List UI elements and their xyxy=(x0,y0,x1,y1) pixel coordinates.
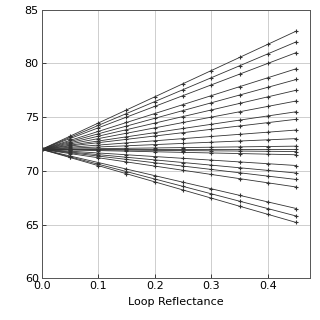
X-axis label: Loop Reflectance: Loop Reflectance xyxy=(128,297,224,307)
